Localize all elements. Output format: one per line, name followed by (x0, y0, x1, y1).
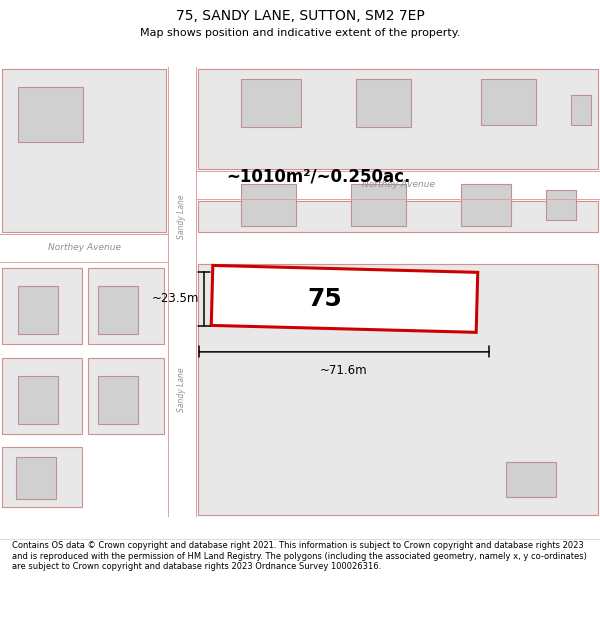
Bar (168, 262, 196, 517)
Text: Sandy Lane: Sandy Lane (178, 194, 187, 239)
Bar (461, 184, 511, 226)
Bar (356, 79, 411, 127)
Text: 75, SANDY LANE, SUTTON, SM2 7EP: 75, SANDY LANE, SUTTON, SM2 7EP (176, 9, 424, 23)
Bar (0, 234, 168, 262)
Bar (241, 184, 296, 226)
Bar (18, 376, 58, 424)
Polygon shape (211, 266, 478, 332)
Text: Contains OS data © Crown copyright and database right 2021. This information is : Contains OS data © Crown copyright and d… (12, 541, 587, 571)
Bar (168, 67, 196, 171)
Text: 75: 75 (307, 287, 342, 311)
Text: ~71.6m: ~71.6m (320, 364, 368, 377)
Bar (18, 87, 83, 142)
Bar (16, 457, 56, 499)
Bar (98, 286, 138, 334)
Bar (546, 190, 576, 220)
Text: Sandy Lane: Sandy Lane (178, 367, 187, 412)
Bar (198, 264, 598, 515)
Bar (2, 447, 82, 507)
Text: ~23.5m: ~23.5m (152, 292, 199, 306)
Bar (2, 268, 82, 344)
Bar (571, 95, 591, 125)
Text: Northey Avenue: Northey Avenue (47, 243, 121, 252)
Text: Northey Avenue: Northey Avenue (361, 181, 434, 189)
Bar (481, 79, 536, 125)
Text: ~1010m²/~0.250ac.: ~1010m²/~0.250ac. (226, 168, 410, 186)
Bar (506, 462, 556, 497)
Bar (351, 184, 406, 226)
Bar (168, 199, 196, 234)
Bar (98, 376, 138, 424)
Bar (18, 286, 58, 334)
Bar (88, 358, 164, 434)
Bar (196, 171, 600, 199)
Bar (198, 201, 598, 232)
Bar (2, 69, 166, 232)
Bar (198, 69, 598, 169)
Bar (241, 79, 301, 127)
Bar (2, 358, 82, 434)
Bar (88, 268, 164, 344)
Text: Map shows position and indicative extent of the property.: Map shows position and indicative extent… (140, 28, 460, 38)
